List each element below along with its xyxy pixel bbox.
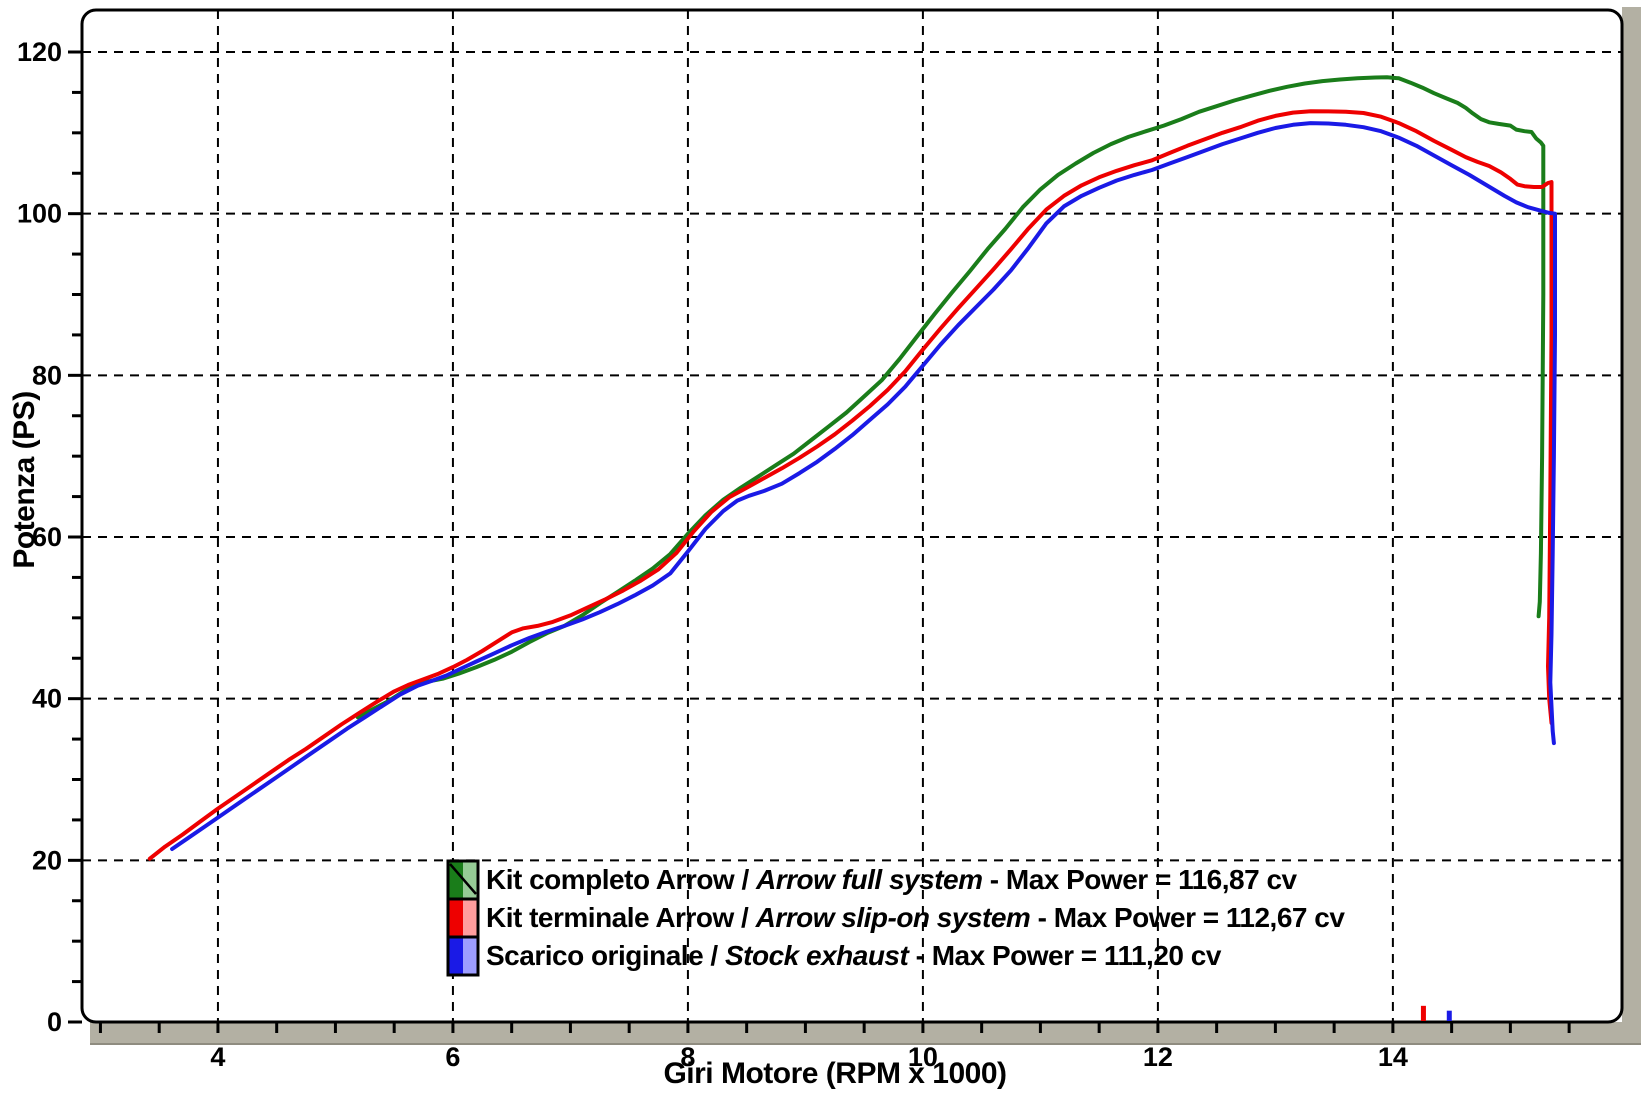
legend-swatch-dark <box>448 899 463 937</box>
svg-text:60: 60 <box>32 522 62 552</box>
legend-label: Kit completo Arrow / Arrow full system -… <box>486 864 1298 895</box>
svg-text:14: 14 <box>1378 1042 1408 1072</box>
legend-swatch-dark <box>448 861 463 899</box>
series-line-kit-terminale-arrow <box>147 109 1554 861</box>
chart-legend: Kit completo Arrow / Arrow full system -… <box>446 859 1346 977</box>
legend-swatch-light <box>463 899 478 937</box>
legend-item-2: Kit terminale Arrow / Arrow slip-on syst… <box>446 897 1346 939</box>
svg-text:4: 4 <box>210 1042 225 1072</box>
x-axis-title: Giri Motore (RPM x 1000) <box>663 1057 1006 1090</box>
svg-text:120: 120 <box>17 37 62 67</box>
legend-swatch-dark <box>448 937 463 975</box>
svg-text:12: 12 <box>1143 1042 1173 1072</box>
legend-swatch-light <box>463 861 478 899</box>
svg-text:40: 40 <box>32 684 62 714</box>
plot-area <box>80 8 1624 1024</box>
svg-text:100: 100 <box>17 199 62 229</box>
svg-text:0: 0 <box>47 1007 62 1037</box>
tick-marks <box>68 50 1571 1033</box>
legend-swatch-light <box>463 937 478 975</box>
axes-ticks-labels: 4 6 8 10 12 14 0 20 40 60 80 100 120 <box>17 37 1571 1072</box>
svg-text:10: 10 <box>908 1042 938 1072</box>
legend-label: Scarico originale / Stock exhaust - Max … <box>486 940 1222 971</box>
svg-text:8: 8 <box>680 1042 695 1072</box>
svg-text:80: 80 <box>32 360 62 390</box>
legend-label: Kit terminale Arrow / Arrow slip-on syst… <box>486 902 1345 933</box>
svg-text:6: 6 <box>445 1042 460 1072</box>
swatch-diagonal-line <box>449 863 477 895</box>
series-line-kit-completo-arrow <box>355 75 1546 720</box>
series-line-scarico-originale <box>170 121 1557 851</box>
legend-item-1: Kit completo Arrow / Arrow full system -… <box>446 859 1298 901</box>
tick-labels: 4 6 8 10 12 14 0 20 40 60 80 100 120 <box>17 37 1408 1072</box>
power-curves <box>147 75 1557 1021</box>
legend-item-3: Scarico originale / Stock exhaust - Max … <box>446 935 1222 977</box>
gridlines <box>82 10 1622 1022</box>
svg-text:20: 20 <box>32 845 62 875</box>
y-axis-title: Potenza (PS) <box>8 391 41 568</box>
